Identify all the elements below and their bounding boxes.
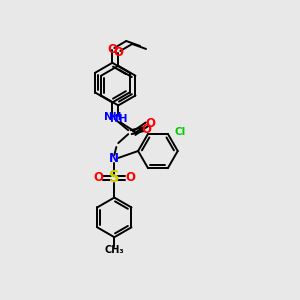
Text: O: O (113, 46, 123, 59)
Text: Cl: Cl (174, 127, 185, 137)
Text: CH₃: CH₃ (104, 245, 124, 255)
Text: O: O (125, 171, 135, 184)
Text: O: O (141, 123, 151, 136)
Text: NH: NH (110, 114, 127, 124)
Text: NH: NH (103, 112, 121, 122)
Text: S: S (109, 170, 120, 185)
Text: O: O (145, 117, 155, 130)
Text: O: O (107, 44, 117, 56)
Text: O: O (94, 171, 103, 184)
Text: N: N (109, 152, 119, 165)
